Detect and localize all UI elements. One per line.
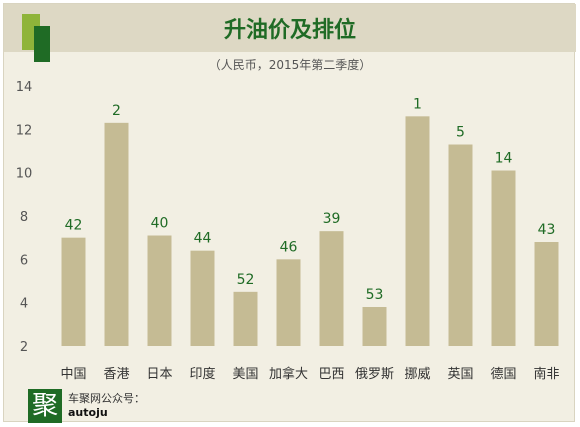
x-tick-label: 俄罗斯 [355, 367, 394, 382]
x-tick-label: 英国 [447, 367, 473, 382]
rank-label: 14 [495, 151, 513, 167]
y-tick-label: 10 [16, 167, 33, 182]
header-band [4, 4, 576, 52]
x-tick-label: 挪威 [404, 367, 430, 382]
bar [362, 307, 387, 346]
logo-mark-dark [34, 26, 50, 62]
rank-label: 46 [280, 239, 298, 255]
bar [448, 144, 473, 346]
rank-label: 2 [112, 103, 121, 119]
y-tick-label: 4 [20, 297, 28, 312]
bar [405, 116, 430, 346]
x-tick-label: 巴西 [318, 367, 344, 382]
bar [233, 291, 258, 346]
footer-account-id: autoju [68, 406, 108, 419]
rank-label: 53 [366, 287, 384, 303]
bar [319, 231, 344, 346]
bar [147, 235, 172, 346]
chart-subtitle: （人民币，2015年第二季度） [208, 58, 372, 72]
bar [190, 250, 215, 346]
rank-label: 52 [237, 272, 255, 288]
bar [491, 170, 516, 346]
x-tick-label: 南非 [533, 366, 559, 382]
rank-label: 1 [413, 96, 422, 112]
y-tick-label: 6 [20, 253, 28, 268]
y-tick-label: 8 [20, 210, 28, 225]
y-tick-label: 14 [16, 80, 33, 95]
x-tick-label: 美国 [232, 367, 258, 382]
x-tick-label: 德国 [490, 367, 516, 382]
x-tick-label: 中国 [60, 367, 86, 382]
bar [61, 237, 86, 346]
x-tick-label: 加拿大 [269, 366, 308, 382]
y-tick-label: 2 [20, 340, 28, 355]
rank-label: 44 [194, 231, 212, 247]
bar [104, 122, 129, 346]
chart-title: 升油价及排位 [223, 18, 356, 43]
footer-account-label: 车聚网公众号： [68, 392, 145, 405]
y-tick-label: 12 [16, 123, 33, 138]
rank-label: 39 [323, 211, 341, 227]
brand-logo-icon: 聚 [28, 389, 62, 423]
rank-label: 43 [538, 222, 556, 238]
chart-card: 升油价及排位 （人民币，2015年第二季度） [3, 3, 576, 422]
x-tick-label: 香港 [103, 367, 129, 382]
x-tick-label: 印度 [189, 366, 215, 382]
rank-label: 5 [456, 125, 465, 141]
x-tick-label: 日本 [146, 367, 172, 382]
bar [276, 259, 301, 346]
bar [534, 242, 559, 346]
rank-label: 40 [151, 216, 169, 232]
rank-label: 42 [65, 218, 83, 234]
